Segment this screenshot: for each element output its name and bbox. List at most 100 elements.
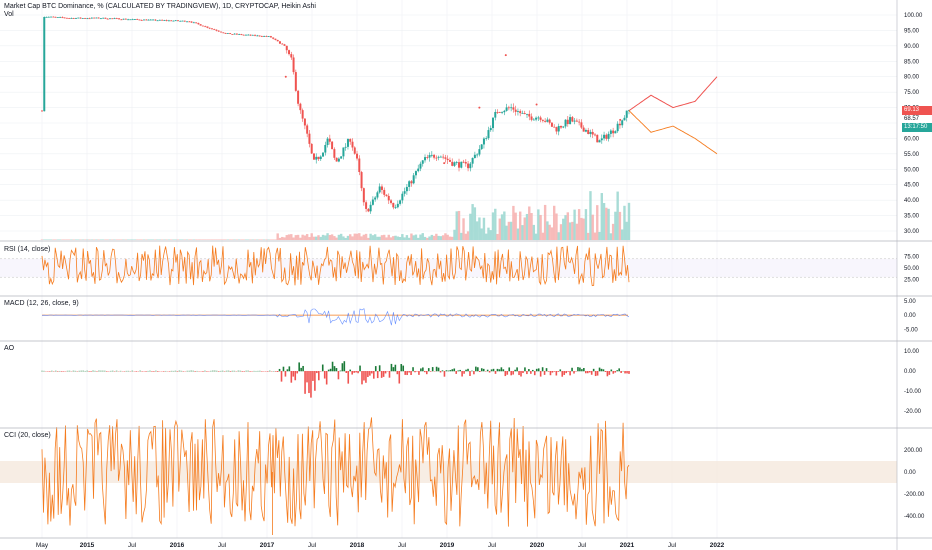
candle xyxy=(88,18,91,20)
candle xyxy=(557,126,560,132)
volume-bar xyxy=(111,239,114,240)
volume-bar xyxy=(426,237,429,240)
cci-label[interactable]: CCI (20, close) xyxy=(4,432,51,439)
candle xyxy=(190,21,193,23)
time-tick: 2020 xyxy=(530,542,545,549)
ao-bar xyxy=(579,367,581,372)
volume-bar xyxy=(387,234,390,240)
volume-label[interactable]: Vol xyxy=(4,11,14,18)
ao-bar xyxy=(278,368,281,372)
volume-bar xyxy=(172,239,175,240)
volume-bar xyxy=(355,233,359,240)
volume-bar xyxy=(439,236,443,240)
candle xyxy=(571,117,574,122)
outlier-dot xyxy=(284,75,287,78)
cci-tick: -400.00 xyxy=(904,514,925,520)
cci-pane xyxy=(0,417,897,535)
ao-bar xyxy=(567,371,569,372)
volume-bar xyxy=(40,239,44,240)
ao-tick: 10.00 xyxy=(904,349,920,355)
candle xyxy=(299,103,302,111)
volume-bar xyxy=(203,239,207,240)
candle xyxy=(192,22,195,24)
time-scale[interactable]: May 2015 Jul 2016 Jul 2017 Jul 2018 Jul 2019 Jul 20… xyxy=(36,542,725,549)
candle xyxy=(47,16,50,18)
volume-bar xyxy=(564,215,567,240)
volume-bar xyxy=(231,239,234,240)
candle xyxy=(265,36,268,37)
ao-bar xyxy=(537,368,540,372)
volume-bar xyxy=(83,239,87,240)
volume-bar xyxy=(226,239,230,240)
candle xyxy=(358,158,361,173)
ao-bar xyxy=(98,370,100,372)
candle xyxy=(152,19,155,21)
ao-bar xyxy=(288,366,291,372)
symbol-title[interactable]: Market Cap BTC Dominance, % (CALCULATED … xyxy=(4,3,316,10)
volume-bar xyxy=(296,234,300,240)
volume-bar xyxy=(378,236,381,240)
ao-bar xyxy=(60,371,63,372)
ao-bar xyxy=(384,371,387,374)
candle xyxy=(451,161,454,166)
candle xyxy=(360,172,363,189)
candle xyxy=(580,122,583,128)
ao-bar xyxy=(520,371,522,377)
rsi-label[interactable]: RSI (14, close) xyxy=(4,246,51,253)
volume-bar xyxy=(417,237,420,240)
ao-bar xyxy=(461,371,463,377)
volume-bar xyxy=(72,239,75,240)
ao-bar xyxy=(194,371,196,372)
ao-label[interactable]: AO xyxy=(4,345,15,352)
ao-bar xyxy=(323,371,326,379)
volume-bar xyxy=(90,239,94,240)
ao-bar xyxy=(274,371,277,372)
price-scale[interactable]: 100.0095.0090.0085.0080.0075.0070.0065.0… xyxy=(904,13,925,520)
price-tick: 55.00 xyxy=(904,152,920,158)
volume-bar xyxy=(145,239,148,240)
outlier-dot xyxy=(478,106,481,109)
volume-bar xyxy=(498,218,502,240)
candle xyxy=(489,128,492,131)
ao-bar xyxy=(561,371,564,377)
candle xyxy=(213,29,216,30)
volume-bar xyxy=(464,233,468,240)
ao-bar xyxy=(457,370,459,372)
ao-bar xyxy=(316,371,318,374)
candle xyxy=(575,120,578,122)
rsi-line xyxy=(41,245,630,287)
candle xyxy=(417,168,420,172)
ao-bar xyxy=(284,371,287,377)
ao-bar xyxy=(539,371,542,377)
ao-bar xyxy=(62,371,65,372)
ao-bar xyxy=(498,369,501,372)
ao-bar xyxy=(329,368,332,372)
candle xyxy=(335,157,338,162)
candle xyxy=(473,154,476,159)
ao-bar xyxy=(335,368,338,372)
ao-bar xyxy=(453,368,456,372)
ao-bar xyxy=(139,370,141,372)
candle xyxy=(140,19,143,21)
ao-bar xyxy=(441,370,444,372)
ao-bar xyxy=(190,370,193,372)
candle xyxy=(569,117,572,125)
volume-bar xyxy=(353,233,356,240)
volume-bar xyxy=(283,237,286,240)
rsi-pane xyxy=(0,245,897,287)
volume-bar xyxy=(79,239,82,240)
ao-bar xyxy=(500,367,503,372)
ao-bar xyxy=(577,367,579,372)
candle xyxy=(204,26,207,28)
volume-bar xyxy=(589,191,592,240)
volume-bar xyxy=(228,239,232,240)
volume-bar xyxy=(403,237,406,240)
ao-bar xyxy=(606,371,609,377)
ao-bar xyxy=(545,368,548,372)
candle xyxy=(589,131,592,135)
ao-bar xyxy=(357,371,359,374)
macd-label[interactable]: MACD (12, 26, close, 9) xyxy=(4,300,79,307)
candle xyxy=(84,18,87,19)
